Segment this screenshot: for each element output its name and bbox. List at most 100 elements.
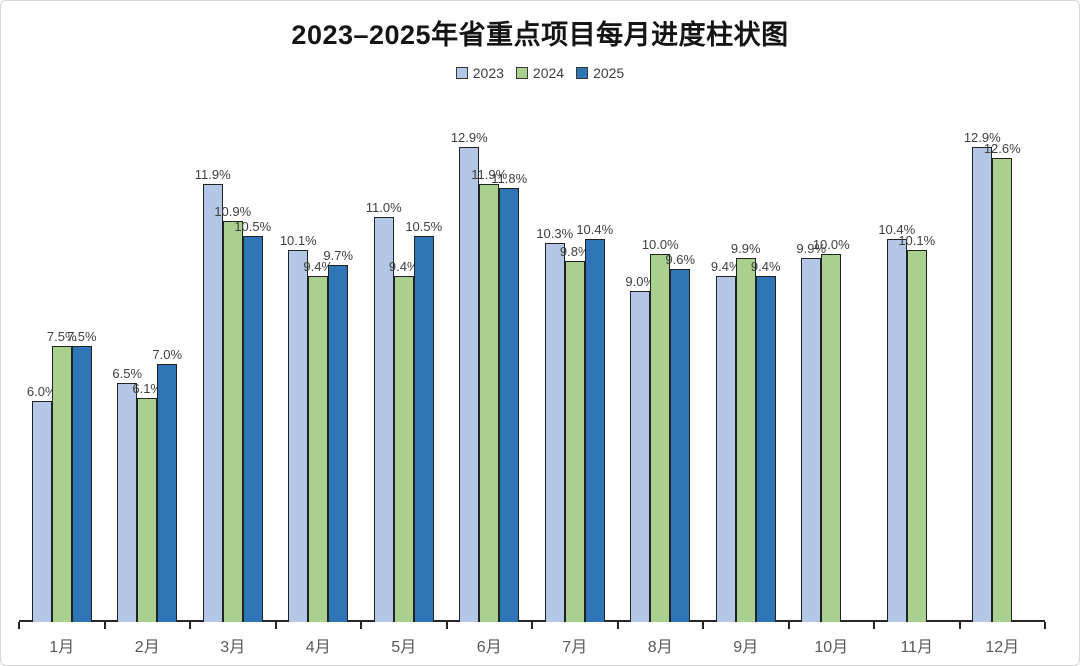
month-label-5月: 5月 — [391, 639, 417, 656]
month-label-1月: 1月 — [49, 639, 75, 656]
legend-label: 2024 — [532, 65, 565, 81]
month-label-6月: 6月 — [476, 639, 502, 656]
bar-value-label: 11.9% — [471, 167, 508, 183]
bar-value-label: 10.0% — [641, 237, 679, 252]
bar-2024-5月: 9.4% — [389, 259, 419, 622]
bar-2025-4月: 9.7% — [323, 248, 353, 622]
bar-2023-2月: 6.5% — [112, 366, 142, 622]
bar-group-3月: 11.9% 10.9% 10.5% — [190, 167, 276, 622]
bar-value-label: 9.4% — [388, 259, 419, 275]
month-label-3月: 3月 — [220, 639, 246, 656]
bar-value-label: 9.9% — [796, 240, 827, 256]
axis-tick — [873, 622, 875, 629]
bar-2024-1月: 7.5% — [47, 329, 77, 622]
axis-tick — [18, 622, 20, 629]
axis-tick — [702, 622, 704, 629]
axis-tick — [103, 622, 106, 629]
bar-value-label: 7.0% — [152, 347, 183, 363]
bar-2023-9月: 9.4% — [711, 259, 741, 622]
bar-group-12月: 12.9% 12.6% — [960, 130, 1046, 622]
bar-2023-7月: 10.3% — [536, 226, 573, 622]
axis-tick — [360, 622, 362, 629]
bar-2024-12月: 12.6% — [984, 141, 1021, 622]
bar-group-7月: 10.3% 9.8% 10.4% — [532, 222, 618, 622]
bar-value-label: 10.0% — [812, 237, 850, 252]
bar-value-label: 10.1% — [279, 233, 317, 249]
bar-value-label: 12.9% — [450, 130, 488, 146]
bar-2024-6月: 11.9% — [471, 167, 507, 622]
bar-value-label: 12.6% — [983, 141, 1021, 157]
bar-value-label: 12.9% — [963, 130, 1001, 146]
bar-value-label: 9.8% — [559, 244, 590, 260]
legend-swatch-icon — [576, 67, 589, 79]
axis-tick — [531, 622, 533, 629]
bar-group-11月: 10.4% 10.1% — [874, 222, 960, 622]
bar-2025-1月: 7.5% — [67, 329, 97, 622]
bar-2024-7月: 9.8% — [560, 244, 590, 622]
legend-swatch-icon — [455, 67, 468, 79]
legend-label: 2023 — [472, 65, 504, 81]
month-label-2月: 2月 — [134, 639, 160, 656]
bar-2023-1月: 6.0% — [27, 384, 57, 622]
axis-tick — [189, 622, 191, 629]
bar-2024-10月: 10.0% — [813, 237, 850, 622]
month-label-9月: 9月 — [733, 639, 759, 656]
legend-item-2023: 2023 — [455, 65, 504, 81]
bar-2024-2月: 6.1% — [132, 381, 162, 622]
bar-value-label: 11.9% — [194, 167, 231, 183]
bar-2024-9月: 9.9% — [731, 241, 761, 622]
bar-value-label: 10.5% — [234, 218, 272, 234]
bar-group-6月: 12.9% 11.9% 11.8% — [447, 130, 533, 622]
x-axis — [18, 620, 1046, 629]
bar-2024-4月: 9.4% — [303, 259, 333, 622]
bar-2025-2月: 7.0% — [152, 347, 182, 622]
bar-value-label: 9.0% — [625, 273, 656, 289]
axis-tick — [445, 622, 448, 629]
axis-tick — [787, 622, 790, 629]
axis-tick — [1044, 622, 1046, 629]
bar-value-label: 9.4% — [710, 259, 741, 275]
axis-tick — [958, 622, 961, 629]
bar-value-label: 9.4% — [303, 259, 334, 275]
bar-group-5月: 11.0% 9.4% 10.5% — [361, 200, 447, 622]
legend-item-2025: 2025 — [576, 65, 624, 81]
bar-2025-3月: 10.5% — [234, 219, 271, 622]
legend-swatch-icon — [515, 67, 528, 79]
bar-2023-3月: 11.9% — [195, 167, 231, 622]
axis-tick — [616, 622, 619, 629]
bar-2025-6月: 11.8% — [491, 171, 527, 622]
legend: 2023 2024 2025 — [1, 65, 1079, 81]
month-label-12月: 12月 — [985, 639, 1020, 656]
bar-value-label: 9.6% — [665, 251, 696, 267]
bar-2025-7月: 10.4% — [576, 222, 613, 622]
bar-value-label: 9.4% — [750, 259, 781, 275]
month-label-8月: 8月 — [647, 639, 673, 656]
bar-value-label: 10.4% — [576, 222, 614, 238]
bar-2025-8月: 9.6% — [665, 252, 695, 622]
bar-value-label: 9.7% — [323, 248, 354, 264]
bar-value-label: 6.1% — [132, 380, 163, 396]
bar-2023-12月: 12.9% — [964, 130, 1001, 622]
bar-2023-10月: 9.9% — [796, 241, 826, 622]
bar-value-label: 10.5% — [405, 218, 443, 234]
bar-2024-3月: 10.9% — [214, 204, 251, 622]
bar-2025-5月: 10.5% — [405, 219, 442, 622]
bar-value-label: 10.4% — [878, 222, 916, 238]
month-label-4月: 4月 — [305, 639, 331, 656]
bar-2023-11月: 10.4% — [878, 222, 915, 622]
bar-value-label: 7.5% — [66, 329, 97, 344]
month-label-10月: 10月 — [814, 639, 849, 656]
legend-label: 2025 — [593, 65, 625, 81]
bar-value-label: 11.0% — [365, 200, 402, 216]
bar-group-8月: 9.0% 10.0% 9.6% — [618, 237, 704, 622]
bar-value-label: 10.9% — [214, 203, 252, 219]
bar-group-9月: 9.4% 9.9% 9.4% — [703, 241, 789, 622]
bar-group-2月: 6.5% 6.1% 7.0% — [105, 347, 191, 622]
bar-group-4月: 10.1% 9.4% 9.7% — [276, 233, 362, 622]
bar-2023-6月: 12.9% — [451, 130, 488, 622]
bar-2023-4月: 10.1% — [280, 233, 317, 622]
bar-2023-8月: 9.0% — [625, 274, 655, 622]
chart-title: 2023–2025年省重点项目每月进度柱状图 — [291, 20, 789, 50]
bar-value-label: 11.8% — [491, 170, 528, 186]
